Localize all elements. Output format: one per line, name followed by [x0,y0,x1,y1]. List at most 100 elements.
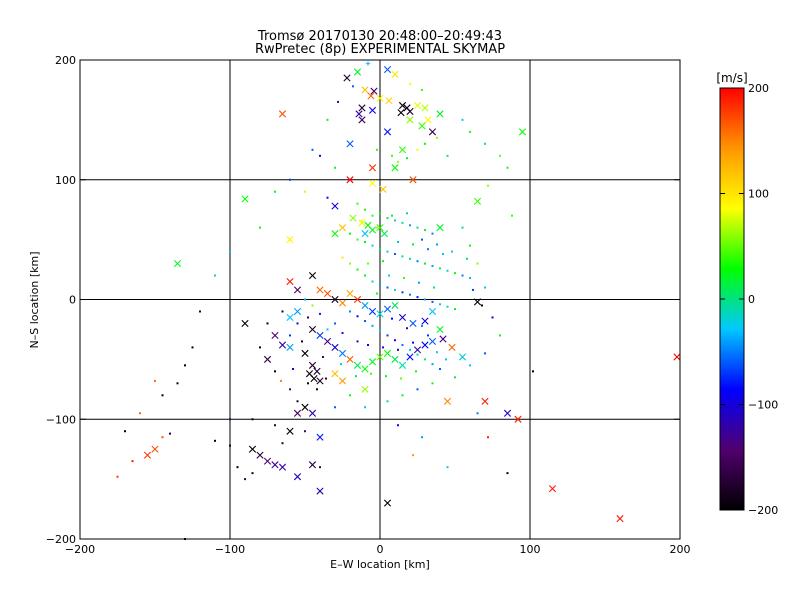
data-point-cross [286,343,294,351]
data-point-dot [199,310,201,313]
data-point-dot [311,148,314,151]
data-point-dot [416,296,419,299]
data-point-dot [416,260,419,263]
data-point-dot [341,332,344,335]
data-point-cross [391,301,399,310]
data-point-dot [386,286,389,289]
data-point-dot [412,243,414,246]
data-point-dot [229,418,231,421]
data-point-dot [412,341,414,344]
data-point-cross [308,325,317,334]
data-point-cross [308,271,317,280]
data-point-cross [421,104,429,112]
data-point-dot [412,454,414,457]
data-point-dot [416,353,419,356]
data-point-cross [380,230,389,238]
data-point-cross [316,377,324,385]
data-point-cross [473,197,482,205]
data-point-cross [376,224,384,232]
data-point-dot [349,310,351,313]
data-point-dot [281,442,284,445]
data-point-dot [484,142,486,145]
data-point-dot [292,367,294,370]
data-point-cross [323,289,332,298]
data-point-cross [286,313,294,322]
data-point-cross [548,485,557,493]
data-point-dot [418,281,420,284]
data-point-cross [503,409,512,417]
data-point-dot [386,400,389,403]
data-point-dot [326,196,329,199]
data-point-dot [296,400,299,403]
data-point-cross [398,101,407,110]
x-tick-label: −100 [215,543,245,556]
colorbar-tick-label: 200 [748,82,769,95]
data-point-dot [319,466,321,469]
data-point-cross [293,286,302,294]
data-point-cross [428,128,437,136]
data-point-dot [326,328,329,331]
data-point-dot [446,466,449,469]
data-point-dot [442,252,444,255]
data-point-cross [346,176,354,184]
data-point-cross [428,337,437,346]
data-point-dot [307,316,309,319]
data-point-dot [436,351,438,354]
data-point-cross [383,305,392,313]
data-point-cross [263,457,272,465]
data-point-cross [397,109,405,117]
colorbar-tick-label: 100 [748,188,769,201]
data-point-dot [311,304,314,307]
data-point-dot [379,329,381,332]
data-point-cross [673,353,681,361]
data-point-cross [409,176,417,184]
data-point-dot [424,262,426,265]
data-point-cross [151,445,159,453]
data-point-dot [409,293,411,296]
data-point-cross [301,349,309,357]
data-point-dot [376,148,378,151]
data-point-cross [368,164,377,172]
data-point-dot [511,214,513,217]
data-point-dot [532,370,534,373]
data-point-cross [383,128,392,136]
data-point-dot [427,248,429,251]
data-point-dot [416,148,419,151]
x-tick-label: 100 [520,543,541,556]
data-point-cross [241,195,249,203]
data-point-dot [307,382,309,385]
data-point-dot [385,375,387,378]
data-point-cross [368,358,377,366]
data-point-dot [280,379,282,382]
x-tick-label: −200 [65,543,95,556]
data-point-dot [371,280,374,283]
data-point-dot [371,244,374,247]
data-point-dot [319,154,321,157]
data-point-cross [308,461,317,469]
data-point-dot [409,348,411,351]
data-point-cross [248,445,257,453]
data-point-dot [431,300,434,303]
data-point-dot [364,241,366,244]
data-point-dot [421,88,423,91]
data-point-cross [391,164,399,172]
data-point-cross [271,461,279,469]
data-point-dot [304,190,306,193]
data-point-cross [293,473,302,481]
x-tick-label: 200 [670,543,691,556]
data-point-cross [143,451,152,459]
data-point-dot [161,394,164,397]
data-point-dot [319,312,321,315]
data-point-cross [398,361,407,369]
data-point-dot [382,346,384,349]
data-point-cross [358,116,366,124]
data-point-cross [349,214,357,222]
data-point-dot [371,214,374,217]
data-point-cross [376,310,384,318]
data-point-dot [401,255,404,258]
data-point-cross [331,202,339,210]
data-point-cross [353,295,362,304]
data-point-dot [431,264,434,267]
data-point-dot [274,424,276,427]
data-point-cross [406,353,414,361]
